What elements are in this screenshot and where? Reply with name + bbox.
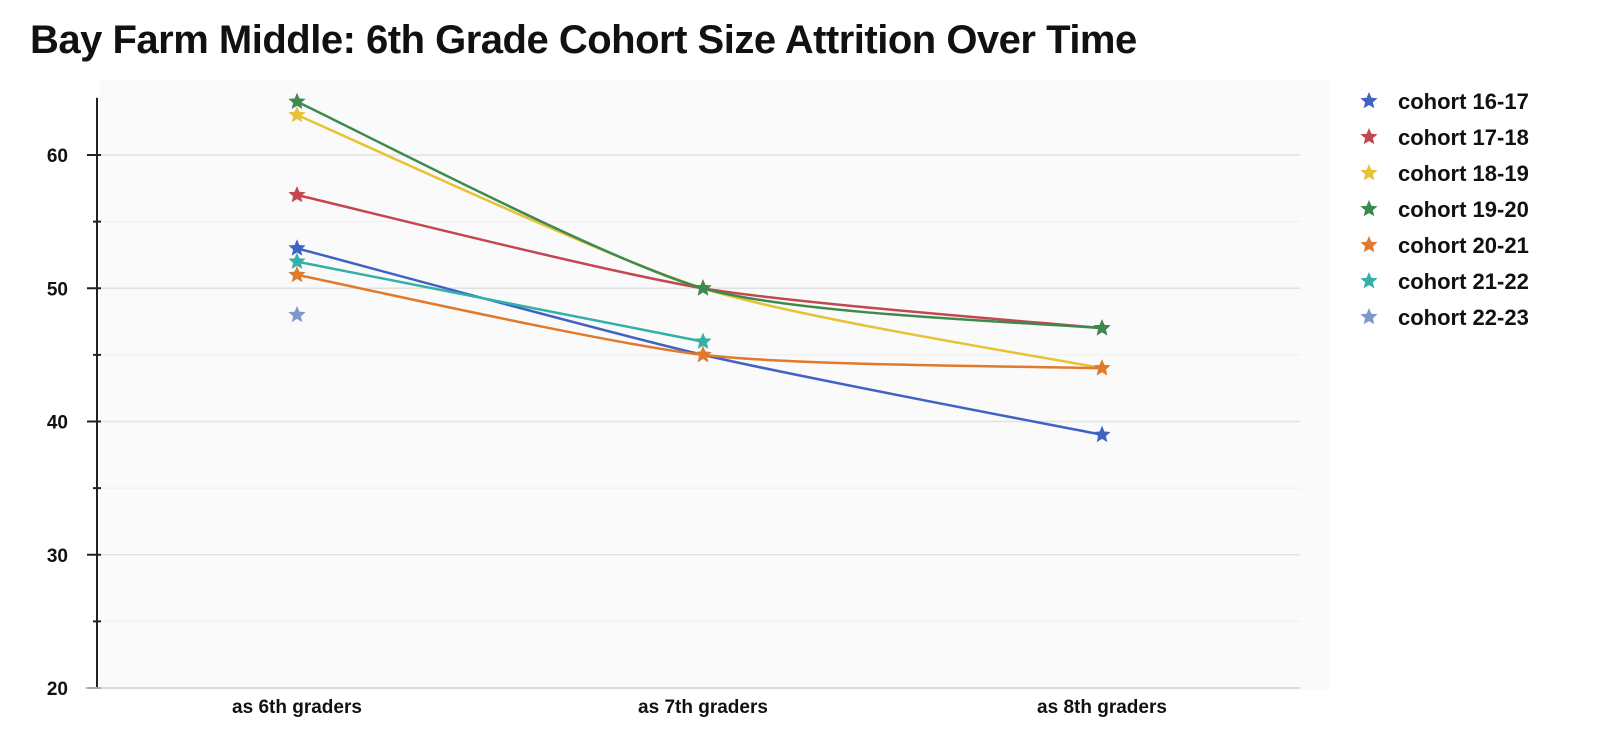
series-cohort-20-21 [288,265,1111,376]
legend-item[interactable]: cohort 20-21 [1360,233,1529,258]
data-point [288,265,306,283]
legend-label: cohort 21-22 [1398,269,1529,294]
y-axis: 20 30 40 50 60 [47,97,101,700]
y-tick-label: 60 [47,146,68,167]
legend-label: cohort 17-18 [1398,125,1529,150]
data-point [288,252,306,269]
data-point [288,92,306,109]
data-point [694,279,712,296]
y-tick-label: 40 [47,413,68,434]
data-point [694,332,712,349]
legend-marker [1360,272,1378,289]
data-point [1093,319,1111,336]
y-tick-label: 50 [47,279,68,300]
legend[interactable]: cohort 16-17 cohort 17-18 cohort 18-19 coho… [1360,89,1529,330]
y-tick-label: 20 [47,679,68,700]
legend-marker [1360,128,1378,145]
legend-marker [1360,236,1378,253]
legend-label: cohort 16-17 [1398,89,1529,114]
legend-item[interactable]: cohort 21-22 [1360,269,1529,294]
data-point [288,305,306,323]
chart-title: Bay Farm Middle: 6th Grade Cohort Size A… [30,18,1137,62]
data-point [1093,359,1111,376]
x-tick-label: as 6th graders [232,697,362,718]
plot-background [100,80,1330,690]
legend-label: cohort 22-23 [1398,305,1529,330]
data-point [1093,425,1111,443]
legend-marker [1360,164,1378,181]
x-tick-label: as 8th graders [1037,697,1167,718]
x-tick-label: as 7th graders [638,697,768,718]
legend-marker [1360,92,1378,109]
series-layer [288,92,1111,443]
legend-item[interactable]: cohort 22-23 [1360,305,1529,330]
legend-item[interactable]: cohort 19-20 [1360,197,1529,222]
legend-item[interactable]: cohort 18-19 [1360,161,1529,186]
legend-item[interactable]: cohort 17-18 [1360,125,1529,150]
data-point [288,239,306,256]
legend-label: cohort 19-20 [1398,197,1529,222]
series-cohort-19-20 [288,92,1111,336]
series-cohort-21-22 [288,252,712,349]
data-point [288,106,306,123]
data-point [288,186,306,203]
y-tick-label: 30 [47,546,68,567]
legend-label: cohort 18-19 [1398,161,1529,186]
series-line [296,260,704,343]
x-axis: as 6th graders as 7th graders as 8th grade… [85,687,1300,718]
data-point [694,345,712,363]
legend-label: cohort 20-21 [1398,233,1529,258]
legend-item[interactable]: cohort 16-17 [1360,89,1529,114]
legend-marker [1360,200,1378,217]
legend-marker [1360,308,1378,325]
series-cohort-22-23 [288,305,306,323]
